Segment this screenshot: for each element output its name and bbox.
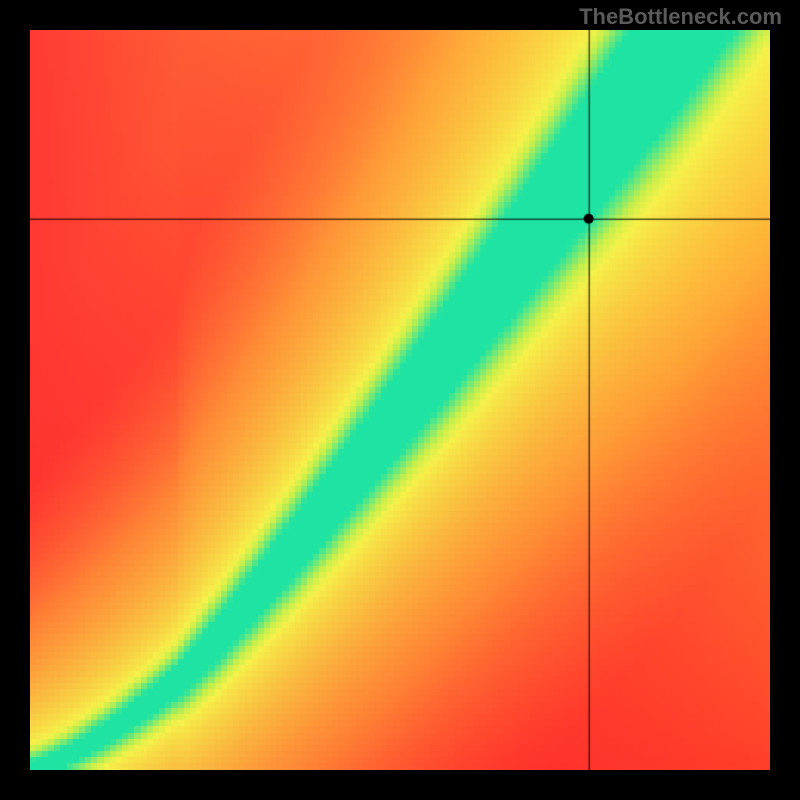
watermark-text: TheBottleneck.com [579,4,782,30]
bottleneck-heatmap [30,30,770,770]
heatmap-panel [30,30,770,770]
root: TheBottleneck.com [0,0,800,800]
